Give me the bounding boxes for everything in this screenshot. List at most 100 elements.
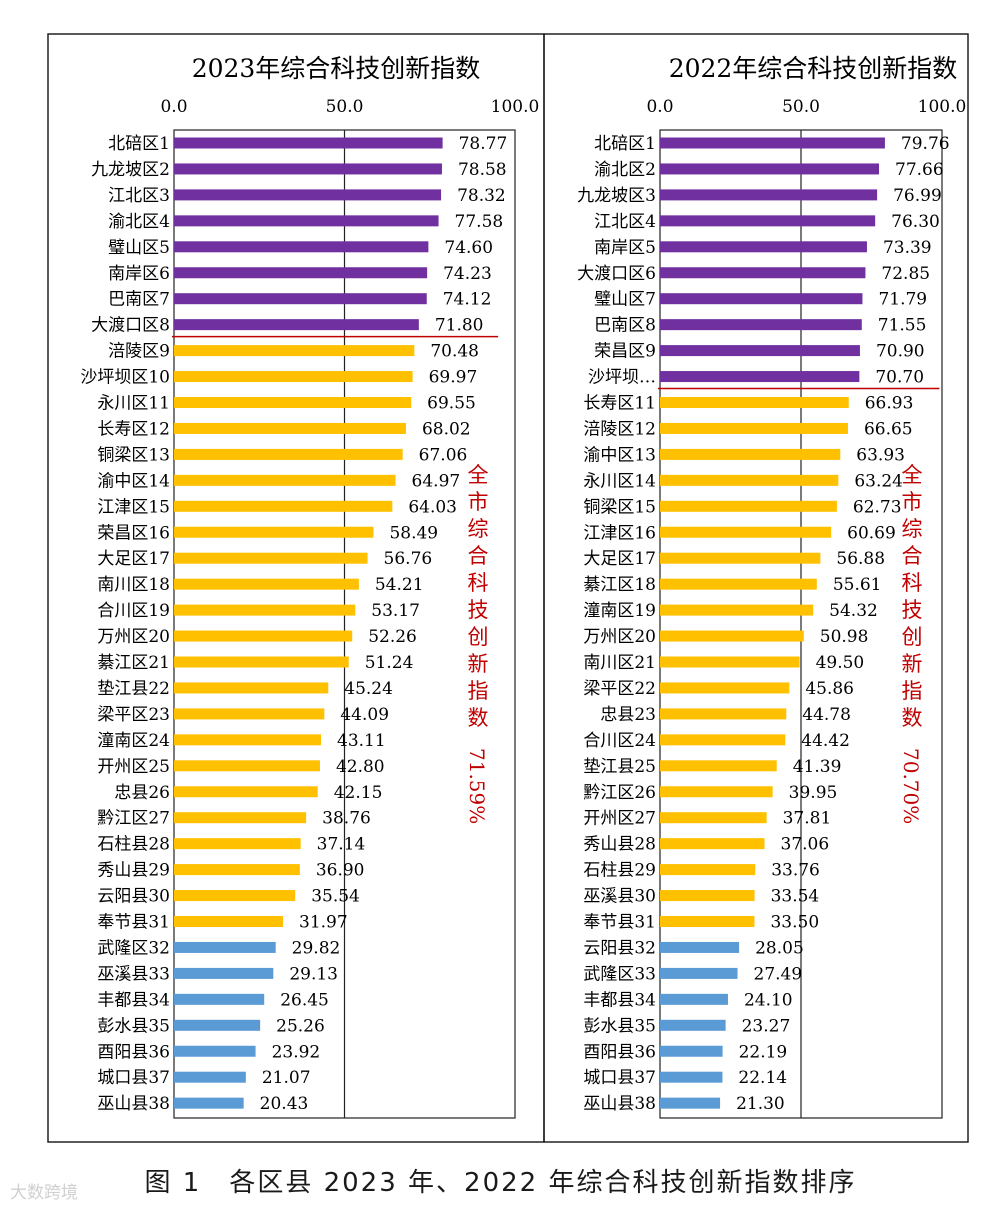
category-label: 九龙坡区2 (91, 160, 170, 180)
category-label: 梁平区22 (583, 679, 656, 699)
category-label: 南岸区5 (594, 238, 656, 258)
data-label: 54.32 (829, 601, 878, 621)
category-label: 开州区25 (97, 757, 170, 777)
chart-frame (543, 33, 969, 1143)
bar (174, 448, 403, 460)
bar (660, 422, 848, 434)
chart-title: 2022年综合科技创新指数 (669, 54, 958, 83)
bar (174, 1071, 246, 1083)
data-label: 44.42 (801, 731, 850, 751)
data-label: 54.21 (375, 575, 424, 595)
data-label: 78.32 (457, 186, 506, 206)
category-label: 大渡口区8 (91, 316, 170, 336)
category-label: 南岸区6 (108, 264, 170, 284)
data-label: 22.14 (738, 1068, 787, 1088)
bar (174, 500, 393, 512)
bar (174, 552, 368, 564)
data-label: 21.30 (736, 1094, 785, 1114)
bar (174, 734, 322, 746)
category-label: 涪陵区12 (583, 419, 656, 439)
data-label: 43.11 (337, 731, 386, 751)
bar (174, 708, 325, 720)
data-label: 77.66 (895, 160, 944, 180)
data-label: 50.98 (820, 627, 869, 647)
bar (174, 760, 320, 772)
data-label: 66.65 (864, 419, 913, 439)
category-label: 涪陵区9 (108, 342, 170, 362)
data-label: 67.06 (419, 445, 468, 465)
data-label: 31.97 (299, 913, 348, 933)
data-label: 74.23 (443, 264, 492, 284)
bar (174, 941, 276, 953)
bar (660, 890, 755, 902)
category-label: 巫溪县33 (97, 964, 170, 984)
bar (660, 760, 777, 772)
category-label: 丰都县34 (97, 990, 170, 1010)
data-label: 74.60 (444, 238, 493, 258)
x-tick-label: 0.0 (646, 97, 673, 117)
category-label: 江北区4 (594, 212, 656, 232)
category-label: 铜梁区13 (97, 445, 170, 465)
data-label: 74.12 (443, 290, 492, 310)
x-tick-label: 100.0 (918, 97, 967, 117)
category-label: 酉阳县36 (97, 1042, 170, 1062)
bar (174, 319, 419, 331)
data-label: 25.26 (276, 1016, 325, 1036)
category-label: 合川区19 (97, 601, 170, 621)
category-label: 长寿区12 (97, 419, 170, 439)
data-label: 76.99 (893, 186, 942, 206)
data-label: 23.27 (742, 1016, 791, 1036)
data-label: 56.76 (384, 549, 433, 569)
data-label: 78.77 (459, 134, 508, 154)
category-label: 开州区27 (583, 809, 656, 829)
category-label: 巫山县38 (583, 1094, 656, 1114)
bar (660, 371, 860, 383)
bar (174, 267, 428, 279)
bar (660, 604, 814, 616)
category-label: 渝北区2 (594, 160, 656, 180)
category-label: 长寿区11 (583, 394, 656, 414)
category-label: 璧山区5 (108, 238, 170, 258)
category-label: 垫江县25 (583, 757, 656, 777)
bar (660, 916, 755, 927)
data-label: 44.09 (340, 705, 389, 725)
bar (174, 604, 356, 616)
data-label: 70.48 (430, 342, 479, 362)
category-label: 渝中区14 (97, 471, 170, 491)
bar (660, 1097, 721, 1109)
data-label: 53.17 (371, 601, 420, 621)
data-label: 45.86 (805, 679, 854, 699)
bar (174, 656, 349, 668)
data-label: 33.54 (771, 887, 820, 907)
bar (174, 163, 442, 175)
data-label: 38.76 (322, 809, 371, 829)
bar (174, 215, 439, 227)
bar (174, 189, 442, 201)
category-label: 武隆区33 (583, 964, 656, 984)
data-label: 52.26 (368, 627, 417, 647)
category-label: 荣昌区16 (97, 523, 170, 543)
data-label: 42.80 (336, 757, 385, 777)
bar (174, 474, 396, 486)
bar (660, 345, 860, 357)
category-label: 黔江区26 (583, 783, 656, 803)
bar (174, 371, 413, 383)
data-label: 68.02 (422, 419, 471, 439)
bar (660, 397, 849, 408)
data-label: 41.39 (793, 757, 842, 777)
category-label: 南川区18 (97, 575, 170, 595)
data-label: 20.43 (260, 1094, 309, 1114)
category-label: 万州区20 (583, 627, 656, 647)
data-label: 60.69 (847, 523, 896, 543)
data-label: 64.97 (412, 471, 461, 491)
category-label: 江津区16 (583, 523, 656, 543)
bar (174, 1097, 244, 1109)
data-label: 29.13 (289, 964, 338, 984)
bar (660, 319, 862, 331)
average-annotation: 全市综合科技创新指数 (468, 463, 489, 730)
bar (174, 241, 429, 253)
category-label: 大渡口区6 (577, 264, 656, 284)
bar (174, 137, 443, 149)
category-label: 綦江区21 (97, 653, 170, 673)
